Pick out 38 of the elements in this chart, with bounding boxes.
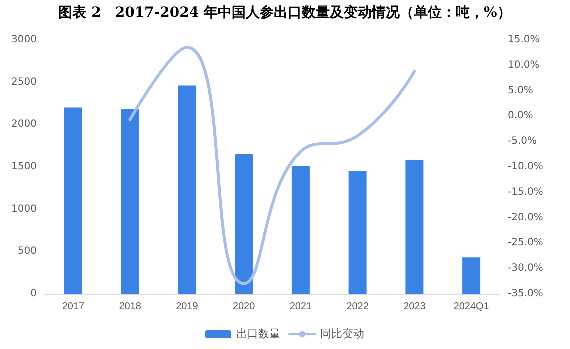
x-tick-label: 2024Q1	[454, 302, 490, 312]
y2-tick-label: -30.0%	[508, 263, 544, 274]
y2-tick-label: -25.0%	[508, 238, 544, 249]
x-tick-label: 2022	[346, 302, 370, 312]
x-tick-label: 2017	[62, 302, 85, 312]
bar	[348, 171, 367, 294]
legend-label: 同比变动	[320, 328, 364, 340]
y2-tick-label: 0.0%	[508, 110, 534, 122]
y-tick-label: 500	[18, 246, 37, 258]
x-tick-label: 2023	[404, 302, 426, 312]
legend-label: 出口数量	[236, 328, 280, 340]
bar	[406, 160, 424, 294]
y-tick-label: 3000	[12, 34, 37, 46]
y2-tick-label: 15.0%	[508, 34, 540, 46]
y2-tick-label: -20.0%	[508, 212, 544, 224]
bar	[292, 166, 310, 294]
bar	[178, 86, 196, 294]
x-tick-label: 2018	[119, 302, 142, 312]
y-tick-label: 2500	[12, 76, 37, 88]
y2-tick-label: 10.0%	[508, 60, 540, 71]
y2-tick-label: -35.0%	[508, 288, 544, 300]
x-tick-label: 2019	[176, 302, 199, 312]
y-tick-label: 0	[30, 288, 37, 300]
x-tick-label: 2020	[232, 302, 256, 312]
y2-tick-label: -10.0%	[508, 162, 544, 172]
y2-tick-label: 5.0%	[508, 85, 534, 96]
chart-title: 图表 2 2017-2024 年中国人参出口数量及变动情况（单位：吨，%）	[58, 4, 512, 23]
y-tick-label: 2000	[12, 119, 37, 130]
line-series	[128, 46, 416, 286]
bar	[64, 108, 82, 294]
y2-tick-label: -5.0%	[508, 136, 538, 148]
bar	[235, 154, 254, 294]
y-tick-label: 1000	[12, 204, 37, 215]
y-tick-label: 1500	[12, 162, 37, 172]
y2-tick-label: -15.0%	[508, 186, 544, 198]
bar	[121, 109, 140, 294]
x-tick-label: 2021	[290, 302, 312, 312]
bar	[462, 258, 481, 294]
